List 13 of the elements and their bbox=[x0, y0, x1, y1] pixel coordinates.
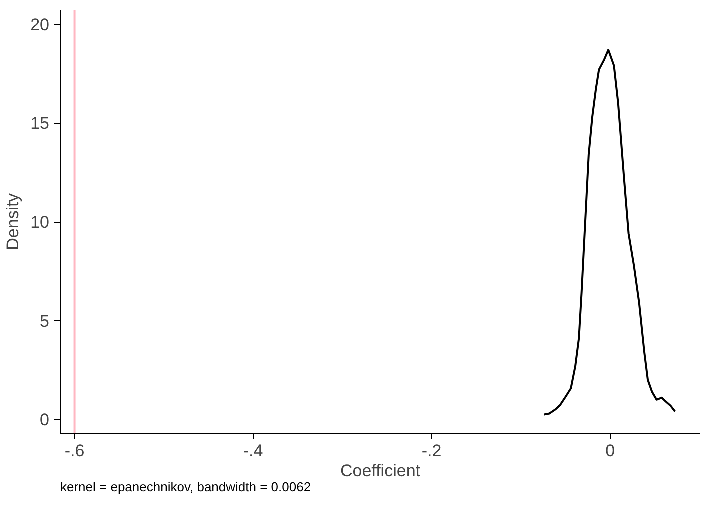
y-tick-label: 20 bbox=[30, 15, 50, 34]
y-tick-label: 10 bbox=[30, 213, 50, 232]
y-tick-label: 15 bbox=[30, 114, 50, 134]
x-tick-label: 0 bbox=[606, 442, 616, 460]
line-series bbox=[543, 49, 676, 416]
y-tick-label: 0 bbox=[40, 410, 50, 430]
y-tick-label: 5 bbox=[40, 312, 50, 331]
x-tick-label: -.4 bbox=[243, 442, 264, 460]
x-tick-label: -.2 bbox=[422, 442, 442, 460]
x-tick-label: -.6 bbox=[64, 442, 85, 460]
y-axis-title: Density bbox=[4, 193, 23, 250]
text: kernel = epanechnikov, bandwidth = 0.0062 bbox=[60, 480, 312, 494]
x-axis-title: Coefficient bbox=[340, 462, 421, 480]
